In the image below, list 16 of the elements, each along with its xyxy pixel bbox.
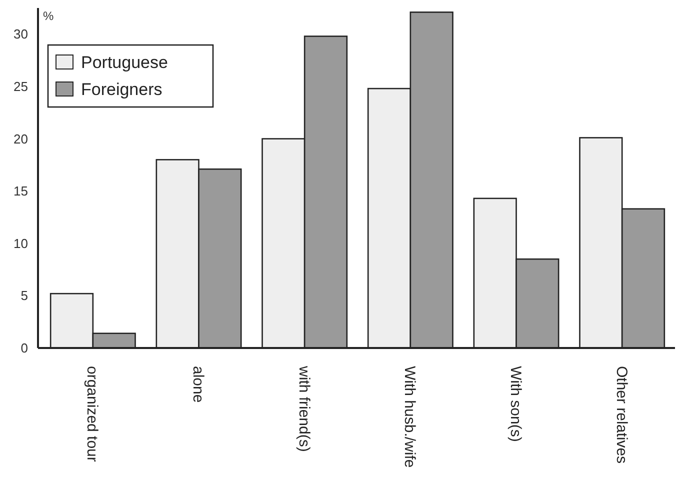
y-tick-label: 15 — [14, 184, 28, 199]
legend-label: Foreigners — [81, 80, 162, 99]
x-tick-label: Other relatives — [612, 366, 630, 464]
y-tick-label: 10 — [14, 236, 28, 251]
y-tick-label: 30 — [14, 26, 28, 42]
y-tick-label: 20 — [14, 131, 28, 146]
y-axis-title: % — [43, 9, 54, 23]
y-tick-label: 0 — [20, 340, 28, 356]
x-tick-label: alone — [190, 366, 206, 403]
y-tick-label: 25 — [14, 79, 28, 94]
x-tick-label: with friend(s) — [295, 365, 312, 452]
y-tick-label: 5 — [20, 288, 28, 304]
x-tick-label: organized tour — [84, 366, 101, 462]
x-tick-label: With son(s) — [507, 366, 524, 442]
legend-label: Portuguese — [81, 53, 168, 72]
x-tick-label: With husb./wife — [401, 366, 418, 468]
